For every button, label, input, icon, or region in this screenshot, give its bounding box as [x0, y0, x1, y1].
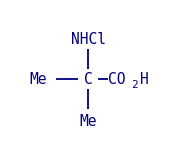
Text: CO: CO: [108, 71, 125, 87]
Text: H: H: [140, 71, 149, 87]
Text: NHCl: NHCl: [70, 32, 105, 46]
Text: C: C: [84, 71, 92, 87]
Text: Me: Me: [29, 71, 47, 87]
Text: 2: 2: [131, 80, 138, 90]
Text: Me: Me: [79, 114, 97, 128]
